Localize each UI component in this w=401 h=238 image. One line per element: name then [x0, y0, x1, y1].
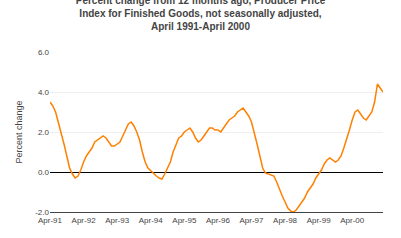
svg-text:2.0: 2.0	[38, 128, 50, 137]
svg-text:Apr-97: Apr-97	[239, 216, 264, 225]
svg-text:4.0: 4.0	[38, 88, 50, 97]
svg-text:Apr-92: Apr-92	[72, 216, 97, 225]
svg-text:Apr-00: Apr-00	[340, 216, 365, 225]
svg-text:-2.0: -2.0	[35, 208, 49, 217]
svg-text:Apr-99: Apr-99	[307, 216, 332, 225]
svg-text:6.0: 6.0	[38, 48, 50, 57]
svg-text:Percent change: Percent change	[14, 100, 24, 163]
svg-text:Apr-94: Apr-94	[139, 216, 164, 225]
svg-text:Apr-91: Apr-91	[38, 216, 63, 225]
svg-text:Percent change from 12 months: Percent change from 12 months ago, Produ…	[76, 0, 326, 32]
svg-text:Apr-93: Apr-93	[105, 216, 130, 225]
svg-text:0.0: 0.0	[38, 168, 50, 177]
svg-text:Apr-98: Apr-98	[273, 216, 298, 225]
svg-text:Apr-96: Apr-96	[206, 216, 231, 225]
svg-text:Apr-95: Apr-95	[172, 216, 197, 225]
